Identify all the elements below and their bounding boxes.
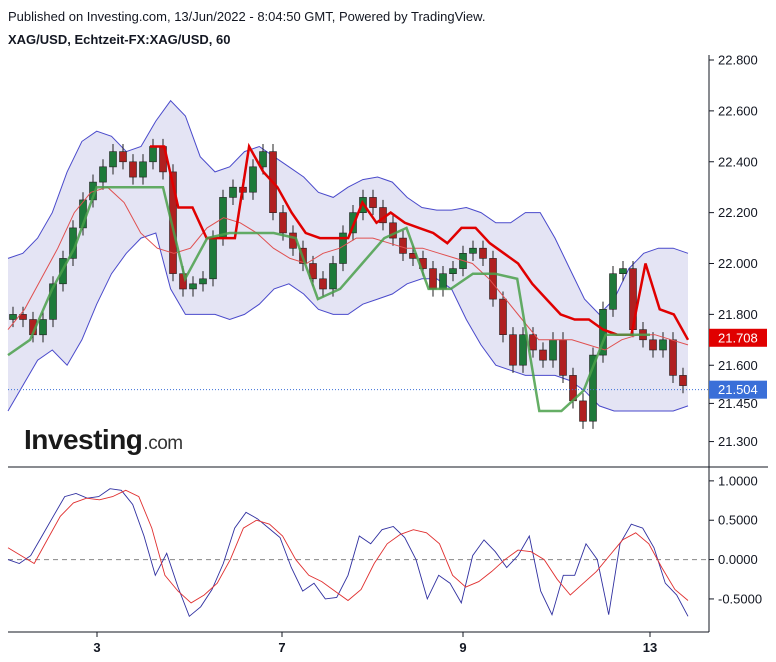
candle	[189, 283, 197, 290]
trail-red-line	[150, 142, 690, 341]
candle	[519, 334, 527, 366]
candle	[259, 151, 267, 168]
osc-y-tick-label: 1.0000	[718, 473, 758, 488]
candle	[479, 247, 487, 259]
candle	[329, 263, 337, 290]
candle	[389, 222, 397, 239]
band-fill	[8, 100, 688, 411]
candle	[369, 197, 377, 208]
candle	[169, 171, 177, 274]
candle	[579, 400, 587, 422]
candle	[49, 283, 57, 320]
candle	[109, 151, 117, 168]
x-tick-label: 7	[278, 640, 285, 655]
y-tick-label: 21.600	[718, 358, 758, 373]
candle	[649, 339, 657, 351]
candle	[9, 314, 17, 320]
candle	[489, 258, 497, 300]
candle	[39, 319, 47, 336]
y-tick-label: 22.200	[718, 205, 758, 220]
candle	[229, 186, 237, 198]
candle	[119, 151, 127, 163]
candle	[19, 314, 27, 320]
trail-green-line	[7, 185, 650, 413]
y-tick-label: 21.800	[718, 307, 758, 322]
candle	[279, 212, 287, 234]
investing-logo: Investing.com	[24, 424, 183, 455]
candle	[619, 268, 627, 275]
candle	[129, 161, 137, 178]
candle	[589, 354, 597, 422]
candle	[149, 146, 157, 163]
published-caption: Published on Investing.com, 13/Jun/2022 …	[8, 9, 486, 24]
candle	[99, 166, 107, 183]
last-price-badge: 21.504	[718, 382, 758, 397]
y-tick-label: 21.450	[718, 396, 758, 411]
y-tick-label: 21.300	[718, 434, 758, 449]
candle	[669, 339, 677, 376]
candle	[209, 237, 217, 280]
candle	[549, 339, 557, 361]
candle	[309, 263, 317, 280]
candle	[539, 349, 547, 361]
y-tick-label: 22.000	[718, 256, 758, 271]
trail-value-badge-bg	[709, 328, 767, 347]
candle	[199, 278, 207, 285]
candle	[319, 278, 327, 290]
candle	[469, 247, 477, 254]
candle	[249, 166, 257, 193]
y-tick-label: 22.400	[718, 154, 758, 169]
trail-value-badge: 21.708	[718, 330, 758, 345]
osc-y-tick-label: 0.0000	[718, 552, 758, 567]
x-tick-label: 13	[643, 640, 657, 655]
candle	[679, 375, 687, 386]
y-tick-label: 22.800	[718, 53, 758, 68]
candle	[449, 268, 457, 275]
upper-band-line	[7, 99, 689, 316]
candle	[399, 237, 407, 254]
last-price-badge-bg	[709, 380, 767, 399]
candle	[139, 161, 147, 178]
candle	[559, 339, 567, 376]
osc-slow-line	[7, 489, 689, 604]
x-tick-label: 3	[93, 640, 100, 655]
symbol-title: XAG/USD, Echtzeit-FX:XAG/USD, 60	[8, 32, 231, 47]
candle	[439, 273, 447, 290]
candle	[499, 298, 507, 336]
candle	[609, 273, 617, 310]
osc-fast-line	[7, 488, 689, 618]
candle	[429, 268, 437, 290]
y-tick-label: 22.600	[718, 103, 758, 118]
x-tick-label: 9	[459, 640, 466, 655]
sma-line	[7, 186, 689, 351]
osc-y-tick-label: 0.5000	[718, 513, 758, 528]
candle	[529, 334, 537, 351]
candle	[599, 308, 607, 356]
candle	[509, 334, 517, 366]
osc-y-tick-label: -0.5000	[718, 591, 762, 606]
candle	[659, 339, 667, 351]
